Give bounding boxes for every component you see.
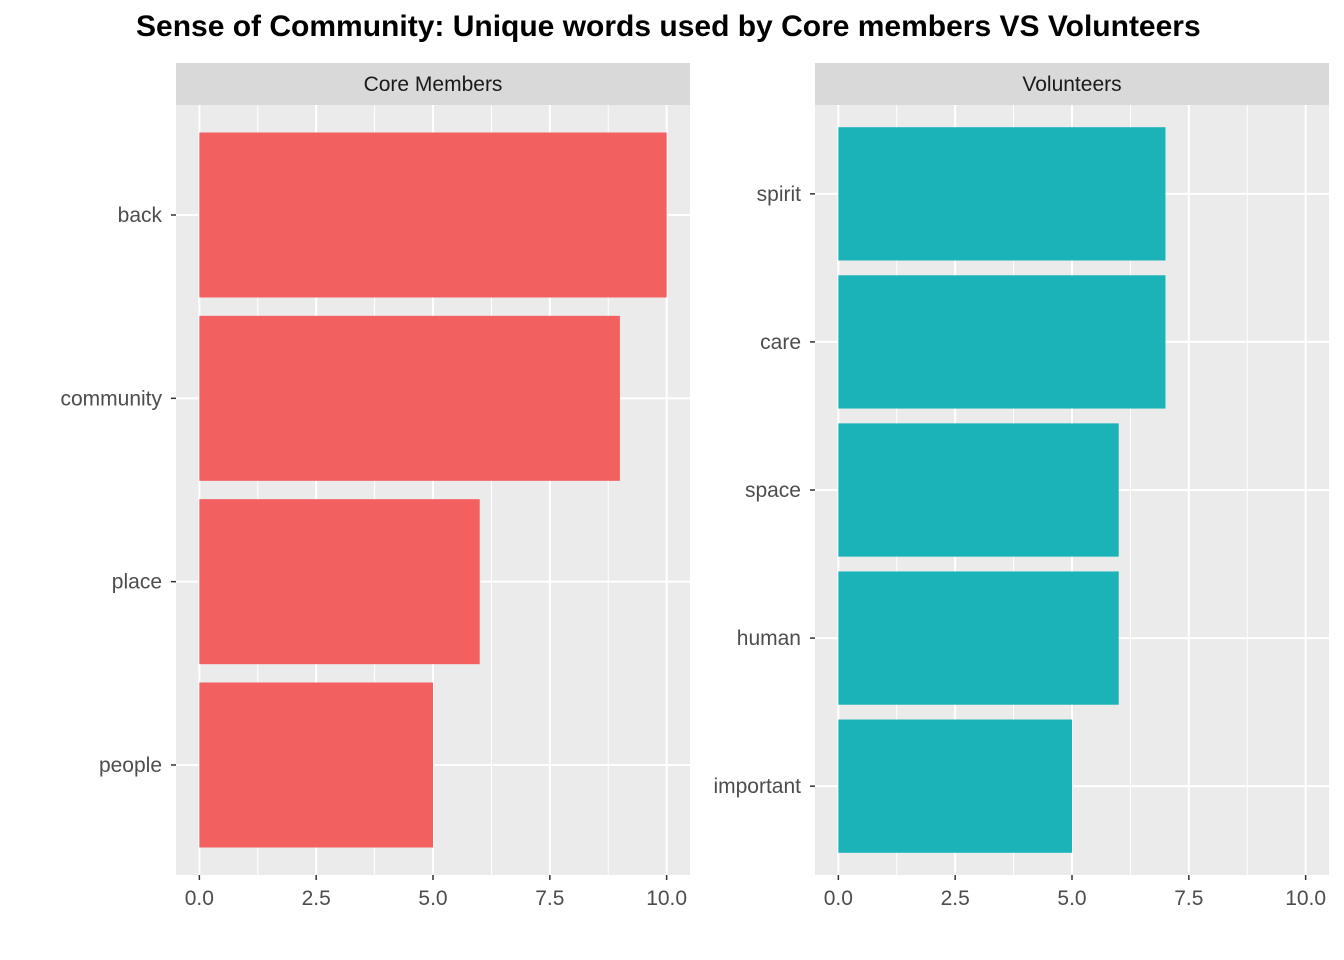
x-tick-label: 10.0: [1285, 887, 1326, 910]
facet-strip-label: Core Members: [364, 73, 503, 96]
x-tick-label: 10.0: [646, 887, 687, 910]
x-tick-label: 5.0: [1057, 887, 1086, 910]
y-tick-label: spirit: [757, 183, 802, 206]
y-tick-label: important: [713, 775, 801, 798]
bar-spirit: [838, 127, 1166, 261]
y-tick-label: people: [99, 754, 162, 777]
bar-space: [838, 423, 1119, 557]
x-tick-label: 2.5: [941, 887, 970, 910]
y-tick-label: place: [112, 571, 162, 594]
x-tick-label: 0.0: [824, 887, 853, 910]
x-tick-label: 2.5: [302, 887, 331, 910]
bar-community: [199, 315, 620, 481]
x-tick-label: 7.5: [535, 887, 564, 910]
y-tick-label: human: [737, 627, 801, 650]
bar-place: [199, 499, 480, 665]
bar-people: [199, 682, 433, 848]
facet-strip-label: Volunteers: [1022, 73, 1121, 96]
bar-back: [199, 132, 667, 298]
y-tick-label: community: [60, 387, 162, 410]
x-tick-label: 5.0: [418, 887, 447, 910]
y-tick-label: space: [745, 479, 801, 502]
x-tick-label: 0.0: [185, 887, 214, 910]
facet-strip: [815, 63, 1329, 105]
bar-human: [838, 571, 1119, 705]
y-tick-label: care: [760, 331, 801, 354]
chart-title: Sense of Community: Unique words used by…: [136, 10, 1201, 43]
bar-important: [838, 719, 1072, 853]
bar-care: [838, 275, 1166, 409]
facet-strip: [176, 63, 690, 105]
y-tick-label: back: [118, 204, 163, 227]
x-tick-label: 7.5: [1174, 887, 1203, 910]
